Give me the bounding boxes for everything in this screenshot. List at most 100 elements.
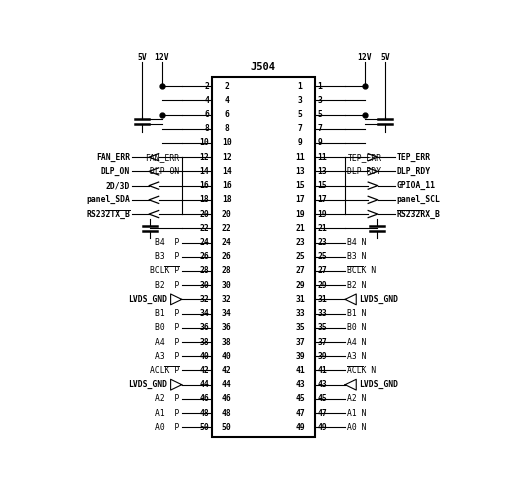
Text: 27: 27 [295,266,305,275]
Text: 31: 31 [295,295,305,304]
Text: 24: 24 [199,238,209,247]
Text: ACLK P: ACLK P [150,366,179,375]
Text: 49: 49 [295,423,305,432]
Text: BCLK P: BCLK P [150,266,179,275]
Text: A2 N: A2 N [347,395,367,404]
Text: 32: 32 [199,295,209,304]
Text: 23: 23 [318,238,327,247]
Text: 39: 39 [318,352,327,361]
Text: panel_SCL: panel_SCL [397,195,440,204]
Text: 41: 41 [295,366,305,375]
Text: 5: 5 [298,110,303,119]
Text: 32: 32 [222,295,232,304]
Text: 6: 6 [224,110,229,119]
Text: 18: 18 [222,195,232,204]
Text: B4 N: B4 N [347,238,367,247]
Text: LVDS_GND: LVDS_GND [128,380,168,389]
Text: A2  P: A2 P [155,395,179,404]
Text: 1: 1 [318,82,322,90]
Text: 5V: 5V [380,53,390,62]
Text: 39: 39 [295,352,305,361]
Text: 46: 46 [222,395,232,404]
Text: 47: 47 [295,409,305,417]
Text: 44: 44 [199,380,209,389]
Text: 36: 36 [199,324,209,332]
Text: FAN_ERR: FAN_ERR [96,153,130,162]
Text: B2  P: B2 P [155,281,179,290]
Text: 26: 26 [199,252,209,261]
Text: 25: 25 [318,252,327,261]
Text: 47: 47 [318,409,327,417]
Text: B0  P: B0 P [155,324,179,332]
Text: RS232RX_B: RS232RX_B [397,210,440,219]
Text: B4  P: B4 P [155,238,179,247]
Text: A4 N: A4 N [347,337,367,346]
Text: 3: 3 [318,96,322,105]
Text: 36: 36 [222,324,232,332]
Text: 30: 30 [222,281,232,290]
Text: 50: 50 [222,423,232,432]
Text: 8: 8 [224,124,229,133]
Text: 29: 29 [295,281,305,290]
Text: 37: 37 [295,337,305,346]
Text: 43: 43 [295,380,305,389]
Text: 12: 12 [199,153,209,162]
Text: 42: 42 [199,366,209,375]
Text: 2: 2 [224,82,229,90]
Text: A4  P: A4 P [155,337,179,346]
Text: 5V: 5V [137,53,147,62]
Text: 15: 15 [295,181,305,190]
Text: 28: 28 [199,266,209,275]
Text: 3: 3 [298,96,303,105]
Text: 17: 17 [318,195,327,204]
Text: 16: 16 [222,181,232,190]
Text: 26: 26 [222,252,232,261]
Text: 34: 34 [222,309,232,318]
Text: 28: 28 [222,266,232,275]
Text: 48: 48 [199,409,209,417]
Text: 13: 13 [295,167,305,176]
Text: B0 N: B0 N [347,324,367,332]
Text: 18: 18 [199,195,209,204]
Text: J504: J504 [251,62,276,72]
Bar [212,77,315,436]
Text: 6: 6 [205,110,209,119]
Text: 40: 40 [199,352,209,361]
Text: 7: 7 [318,124,322,133]
Text: B1  P: B1 P [155,309,179,318]
Text: B1 N: B1 N [347,309,367,318]
Text: ACLK N: ACLK N [347,366,377,375]
Text: B2 N: B2 N [347,281,367,290]
Text: B3  P: B3 P [155,252,179,261]
Text: 9: 9 [298,139,303,148]
Text: 13: 13 [318,167,327,176]
Text: 40: 40 [222,352,232,361]
Text: 42: 42 [222,366,232,375]
Text: 37: 37 [318,337,327,346]
Text: 12: 12 [222,153,232,162]
Text: 16: 16 [199,181,209,190]
Text: 20: 20 [222,210,232,219]
Text: 7: 7 [298,124,303,133]
Text: 15: 15 [318,181,327,190]
Text: 17: 17 [295,195,305,204]
Text: 22: 22 [222,224,232,233]
Text: TEP_ERR: TEP_ERR [397,153,431,162]
Text: 14: 14 [199,167,209,176]
Text: 46: 46 [199,395,209,404]
Text: 19: 19 [318,210,327,219]
Text: 45: 45 [295,395,305,404]
Text: 19: 19 [295,210,305,219]
Text: LVDS_GND: LVDS_GND [128,295,168,304]
Text: A1  P: A1 P [155,409,179,417]
Text: LVDS_GND: LVDS_GND [359,295,398,304]
Text: 2: 2 [205,82,209,90]
Text: 34: 34 [199,309,209,318]
Text: 2D/3D: 2D/3D [105,181,130,190]
Text: 21: 21 [295,224,305,233]
Text: 10: 10 [199,139,209,148]
Text: 30: 30 [199,281,209,290]
Text: 33: 33 [318,309,327,318]
Text: 12V: 12V [155,53,169,62]
Text: FAN_ERR: FAN_ERR [145,153,179,162]
